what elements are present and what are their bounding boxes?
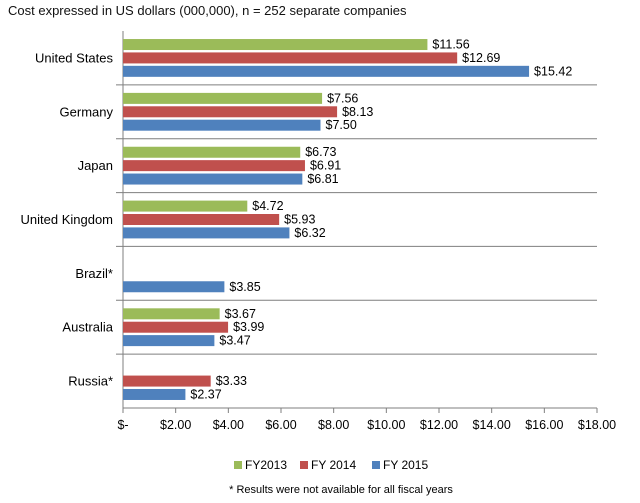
bar xyxy=(123,106,338,118)
bar xyxy=(123,65,530,77)
data-label: $11.56 xyxy=(432,38,469,52)
data-label: $6.32 xyxy=(294,226,325,240)
data-label: $6.73 xyxy=(305,145,336,159)
category-label: United States xyxy=(35,50,114,65)
bar xyxy=(123,214,280,225)
legend-label: FY 2015 xyxy=(383,458,428,472)
data-label: $3.67 xyxy=(225,307,256,321)
category-label: United Kingdom xyxy=(21,212,114,227)
data-label: $5.93 xyxy=(284,213,315,227)
chart-subtitle: Cost expressed in US dollars (000,000), … xyxy=(8,3,407,18)
x-tick-label: $8.00 xyxy=(318,418,349,432)
footnote: * Results were not available for all fis… xyxy=(229,484,453,496)
data-label: $7.50 xyxy=(326,118,357,132)
legend-swatch xyxy=(300,461,308,469)
data-label: $12.69 xyxy=(462,51,500,65)
category-label: Japan xyxy=(78,158,113,173)
x-tick-label: $18.00 xyxy=(578,418,616,432)
category-label: Australia xyxy=(62,320,113,335)
bar xyxy=(123,119,321,131)
data-label: $3.33 xyxy=(216,374,247,388)
category-label: Brazil* xyxy=(75,266,113,281)
plot-area: United States $11.56$12.69 $15.42 Germany $7… xyxy=(21,31,597,408)
legend: FY2013 FY 2014 FY 2015 xyxy=(234,458,428,472)
x-tick-label: $16.00 xyxy=(525,418,563,432)
bar xyxy=(123,335,215,347)
data-label: $7.56 xyxy=(327,91,358,105)
bar xyxy=(123,200,248,212)
bar xyxy=(123,92,323,104)
bar xyxy=(123,146,301,158)
x-tick-label: $2.00 xyxy=(160,418,191,432)
data-label: $2.37 xyxy=(190,387,221,401)
data-label: $4.72 xyxy=(252,199,283,213)
legend-label: FY 2014 xyxy=(311,458,356,472)
data-label: $15.42 xyxy=(534,64,572,78)
category-label: Germany xyxy=(60,104,114,119)
bar xyxy=(123,375,211,387)
data-label: $3.99 xyxy=(233,320,264,334)
category-label: Russia* xyxy=(68,374,113,389)
x-tick-label: $4.00 xyxy=(213,418,244,432)
x-tick-label: $10.00 xyxy=(367,418,405,432)
data-label: $3.85 xyxy=(229,280,260,294)
x-tick-label: $- xyxy=(117,418,128,432)
bar xyxy=(123,227,290,239)
x-axis: $- $2.00 $4.00 $6.00 $8.00 $10.00 $12.00 $14.00… xyxy=(117,407,616,432)
legend-swatch xyxy=(372,461,380,469)
bar xyxy=(123,308,220,320)
data-label: $3.47 xyxy=(219,334,250,348)
bar xyxy=(123,52,458,64)
legend-swatch xyxy=(234,461,242,469)
bar xyxy=(123,39,428,51)
x-tick-label: $14.00 xyxy=(473,418,511,432)
bar xyxy=(123,173,303,185)
data-label: $6.81 xyxy=(307,172,338,186)
legend-label: FY2013 xyxy=(245,458,287,472)
x-tick-label: $6.00 xyxy=(265,418,296,432)
bar xyxy=(123,160,305,172)
x-tick-label: $12.00 xyxy=(420,418,458,432)
data-label: $8.13 xyxy=(342,105,373,119)
bar xyxy=(123,281,225,293)
bar xyxy=(123,388,186,400)
data-label: $6.91 xyxy=(310,159,341,173)
bar xyxy=(123,321,229,333)
